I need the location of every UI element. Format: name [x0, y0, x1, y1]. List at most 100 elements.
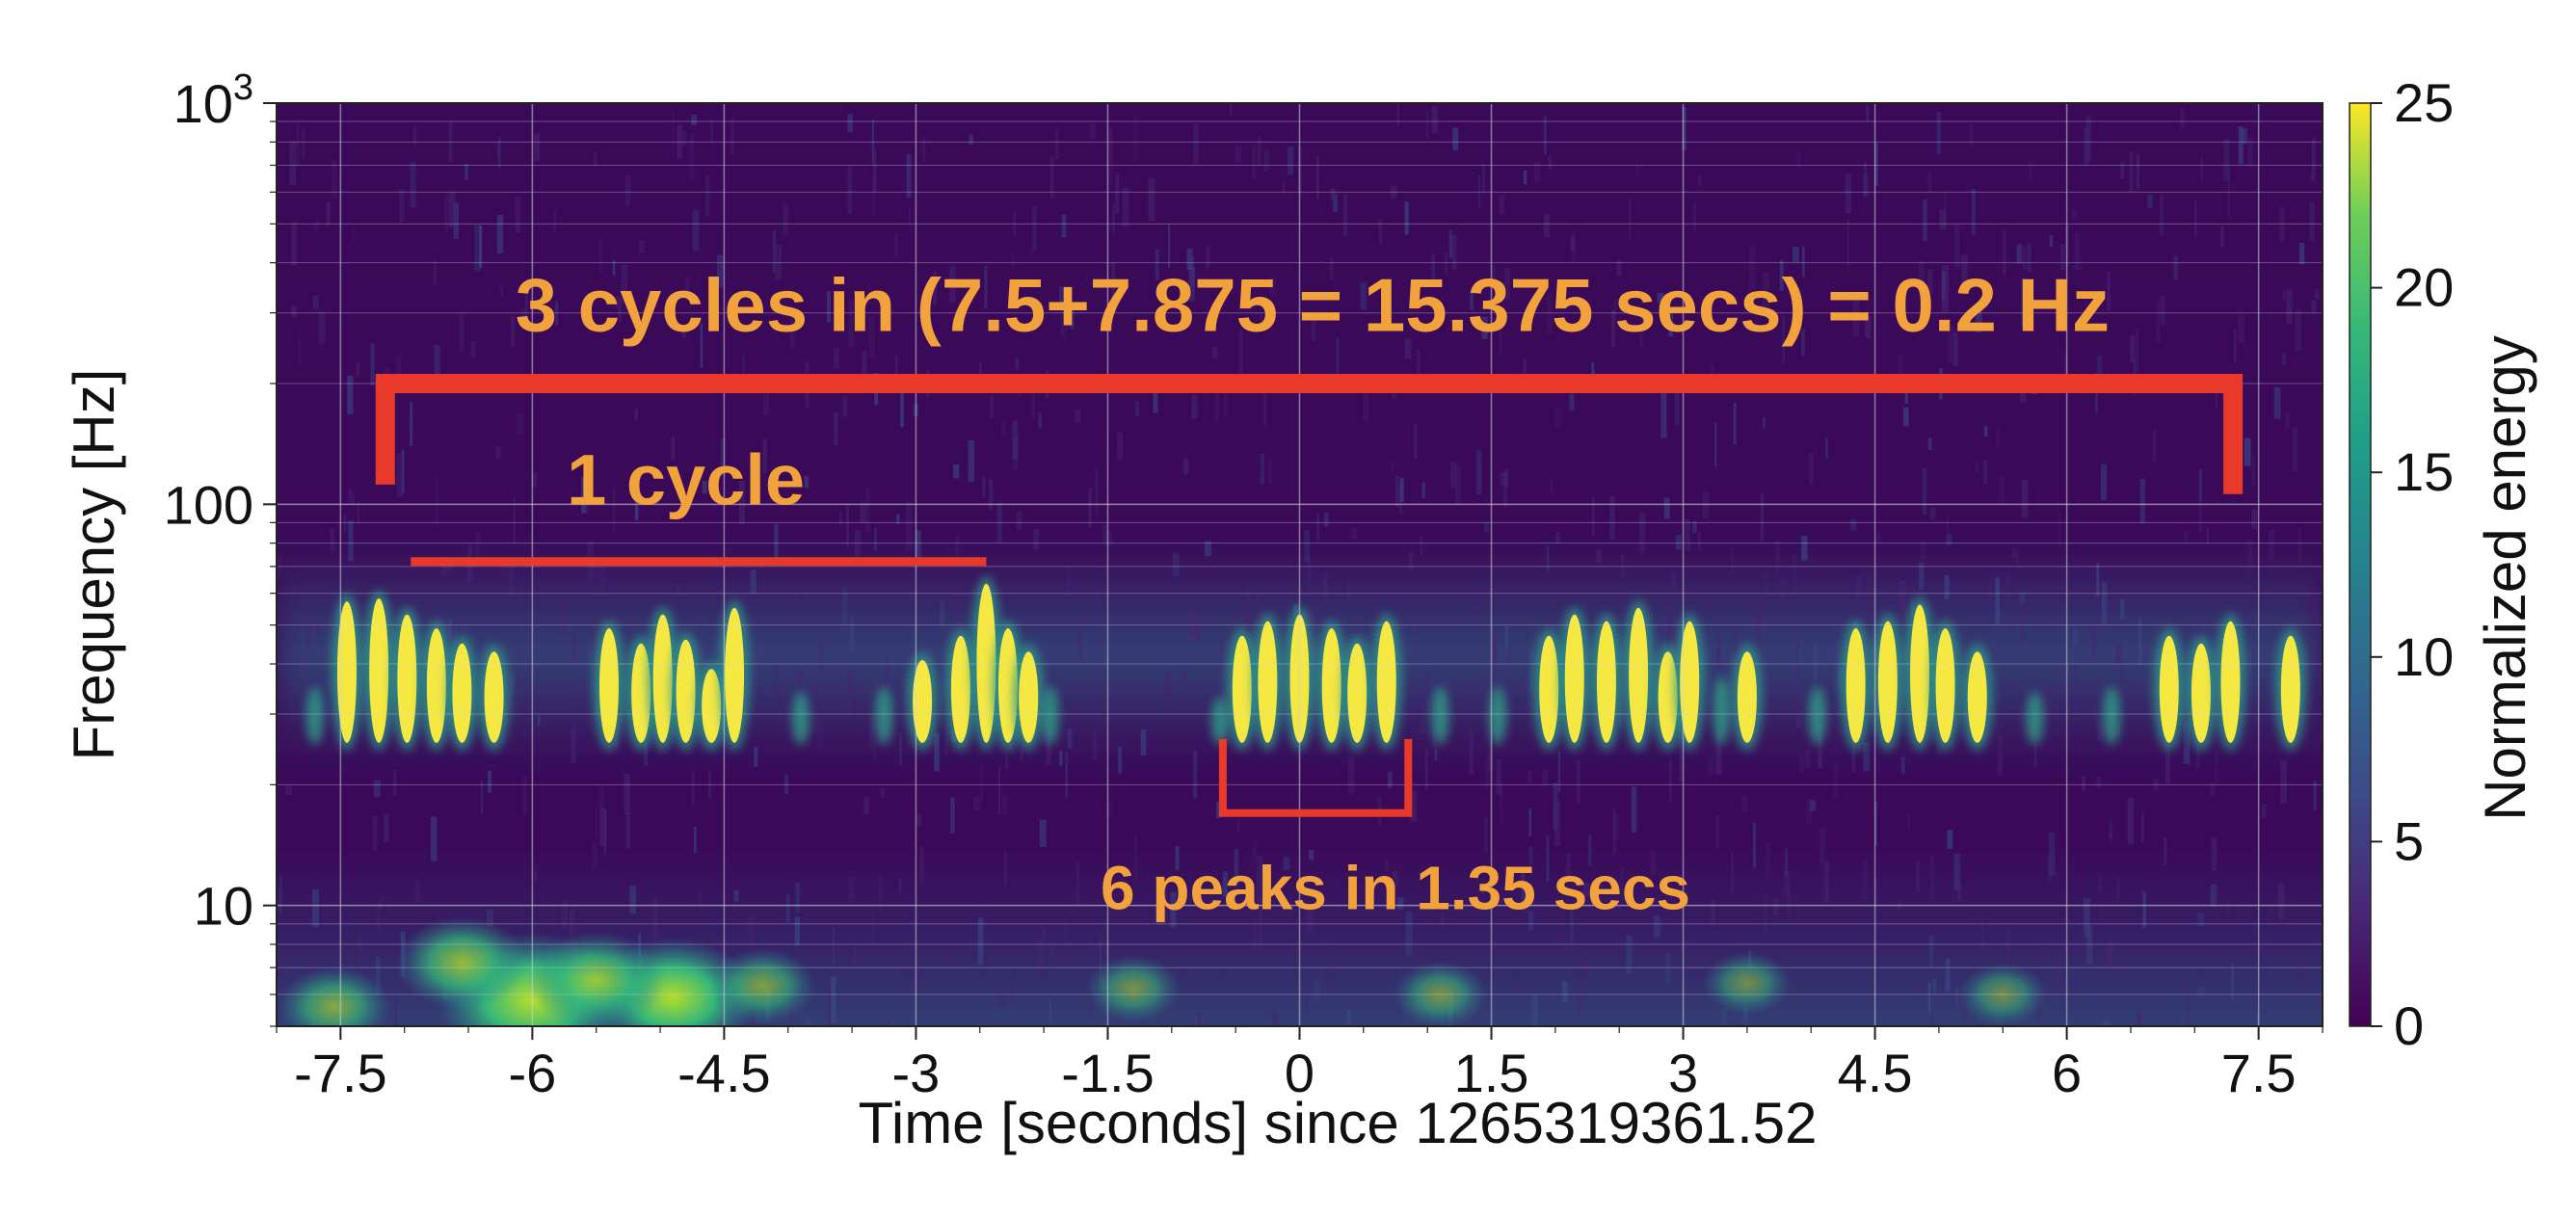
- noise-streak: [2073, 629, 2079, 643]
- noise-streak: [2098, 874, 2103, 892]
- noise-streak: [847, 671, 853, 714]
- noise-streak: [2196, 741, 2200, 769]
- noise-streak: [1496, 758, 1501, 795]
- noise-streak: [1102, 525, 1109, 546]
- noise-streak: [1050, 156, 1054, 199]
- faint-peak: [1431, 686, 1449, 745]
- noise-streak: [1134, 835, 1138, 881]
- noise-streak: [2129, 151, 2134, 193]
- noise-streak: [1657, 920, 1662, 933]
- noise-streak: [700, 323, 704, 368]
- noise-streak: [1122, 187, 1129, 227]
- noise-streak: [2194, 199, 2197, 236]
- x-tick-label: -1.5: [1061, 1043, 1155, 1103]
- noise-streak: [1591, 497, 1595, 537]
- noise-streak: [848, 300, 855, 348]
- energy-blob: [708, 947, 816, 1024]
- noise-streak: [1253, 916, 1258, 952]
- noise-streak: [2034, 743, 2037, 767]
- noise-streak: [842, 396, 848, 417]
- noise-streak: [1098, 930, 1102, 948]
- noise-streak: [1708, 757, 1714, 776]
- noise-streak: [1929, 1015, 1935, 1026]
- noise-streak: [1530, 649, 1533, 693]
- noise-streak: [2103, 1021, 2111, 1026]
- noise-streak: [2053, 593, 2058, 628]
- noise-streak: [1772, 898, 1779, 915]
- noise-streak: [955, 534, 960, 566]
- noise-streak: [316, 619, 320, 636]
- noise-streak: [1919, 562, 1925, 590]
- energy-blob: [396, 915, 528, 1010]
- noise-streak: [1481, 883, 1484, 894]
- noise-streak: [1610, 309, 1616, 347]
- noise-streak: [2315, 289, 2320, 300]
- noise-streak: [410, 402, 413, 446]
- noise-streak: [915, 530, 921, 561]
- noise-streak: [1845, 173, 1851, 214]
- energy-peak: [1658, 651, 1678, 743]
- noise-streak: [996, 502, 1003, 543]
- noise-streak: [625, 811, 630, 849]
- noise-streak: [593, 151, 598, 166]
- noise-streak: [573, 684, 578, 705]
- noise-streak: [692, 209, 700, 251]
- noise-streak: [750, 569, 757, 594]
- noise-streak: [1252, 145, 1256, 179]
- noise-streak: [2042, 689, 2047, 719]
- energy-blob: [1958, 963, 2048, 1026]
- noise-streak: [1983, 426, 1988, 437]
- noise-streak: [343, 514, 347, 533]
- noise-streak: [2227, 170, 2230, 218]
- colorbar-tick-label: 25: [2394, 72, 2454, 133]
- noise-streak: [1856, 576, 1862, 613]
- noise-streak: [1394, 476, 1399, 508]
- noise-streak: [1899, 580, 1906, 625]
- noise-streak: [1784, 870, 1790, 894]
- noise-streak: [2003, 229, 2006, 276]
- noise-streak: [944, 726, 948, 755]
- noise-streak: [1324, 577, 1328, 622]
- noise-streak: [1566, 853, 1572, 876]
- noise-streak: [1547, 294, 1553, 335]
- noise-streak: [2273, 386, 2281, 419]
- noise-streak: [2057, 956, 2062, 990]
- noise-streak: [487, 770, 491, 793]
- energy-peak: [1539, 635, 1559, 743]
- noise-streak: [1117, 432, 1124, 461]
- noise-streak: [1093, 730, 1098, 760]
- noise-streak: [1561, 981, 1568, 1003]
- noise-streak: [572, 631, 576, 659]
- noise-streak: [2021, 278, 2026, 327]
- noise-streak: [775, 244, 782, 280]
- noise-streak: [1234, 849, 1239, 887]
- noise-streak: [1721, 1008, 1727, 1026]
- x-tick-label: 0: [1285, 1043, 1315, 1103]
- energy-peak: [2220, 621, 2241, 743]
- noise-streak: [2139, 479, 2145, 523]
- energy-peak: [1967, 651, 1987, 743]
- faint-peak: [2103, 686, 2121, 745]
- noise-streak: [481, 781, 484, 814]
- energy-peak: [950, 635, 970, 743]
- noise-streak: [1733, 402, 1737, 445]
- noise-streak: [1077, 614, 1082, 659]
- noise-streak: [1050, 944, 1056, 966]
- energy-peak: [725, 607, 745, 743]
- noise-streak: [789, 308, 795, 351]
- noise-streak: [447, 619, 453, 639]
- noise-streak: [1475, 606, 1481, 628]
- energy-peak: [1680, 621, 1700, 743]
- noise-streak: [1929, 507, 1936, 520]
- noise-streak: [1316, 513, 1319, 542]
- y-tick-label: 10: [194, 876, 253, 937]
- noise-streak: [1541, 769, 1549, 785]
- noise-streak: [1095, 466, 1099, 513]
- noise-streak: [279, 874, 282, 914]
- noise-streak: [1012, 420, 1019, 460]
- noise-streak: [2129, 334, 2136, 362]
- noise-streak: [447, 622, 455, 641]
- noise-streak: [2320, 679, 2323, 691]
- noise-streak: [1219, 638, 1225, 671]
- energy-peak: [997, 628, 1018, 743]
